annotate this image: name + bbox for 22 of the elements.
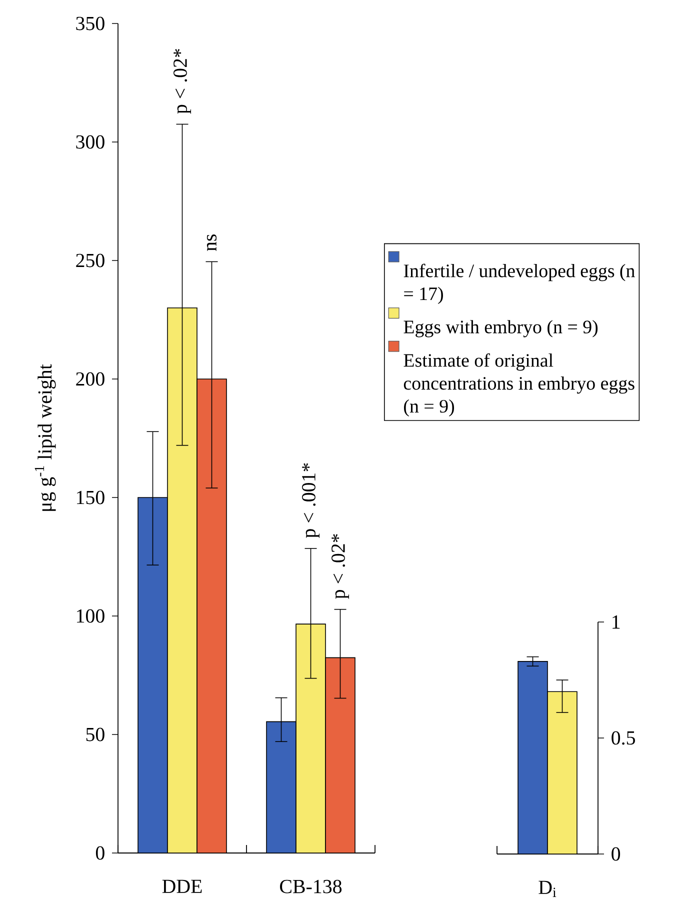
y-tick-label: 150 <box>77 490 104 504</box>
y-tick-label: 50 <box>86 728 104 742</box>
y-tick-label: 0 <box>96 846 104 860</box>
x-tick-label: CB-138 <box>280 880 342 894</box>
annotation: p < .02* <box>332 534 349 599</box>
annotation: p < .001* <box>302 463 320 538</box>
y-tick-label: 0 <box>612 847 620 861</box>
x-tick-label: DDE <box>162 880 202 893</box>
y-axis-title: μg g$^{-1}$ lipid weight <box>34 364 56 511</box>
y-tick-label: 250 <box>76 254 104 268</box>
y-tick-label: 200 <box>76 372 104 386</box>
y-tick-label: 0.5 <box>612 731 635 745</box>
legend-label: Eggs with embryo (n = 9) <box>404 320 598 338</box>
annotation: ns <box>206 234 217 252</box>
legend-label: Infertile / undeveloped eggs (n = 17) <box>404 264 635 304</box>
x-tick-label: D$_{i}$ <box>538 880 556 897</box>
y-tick-label: 300 <box>76 135 104 149</box>
annotation: p < .02* <box>174 48 191 114</box>
y-tick-label: 100 <box>77 609 104 623</box>
y-tick-label: 1 <box>612 615 620 629</box>
legend-label: Estimate of original concentrations in embryo eggs (n = 9) <box>404 353 634 417</box>
y-tick-label: 350 <box>76 16 104 30</box>
